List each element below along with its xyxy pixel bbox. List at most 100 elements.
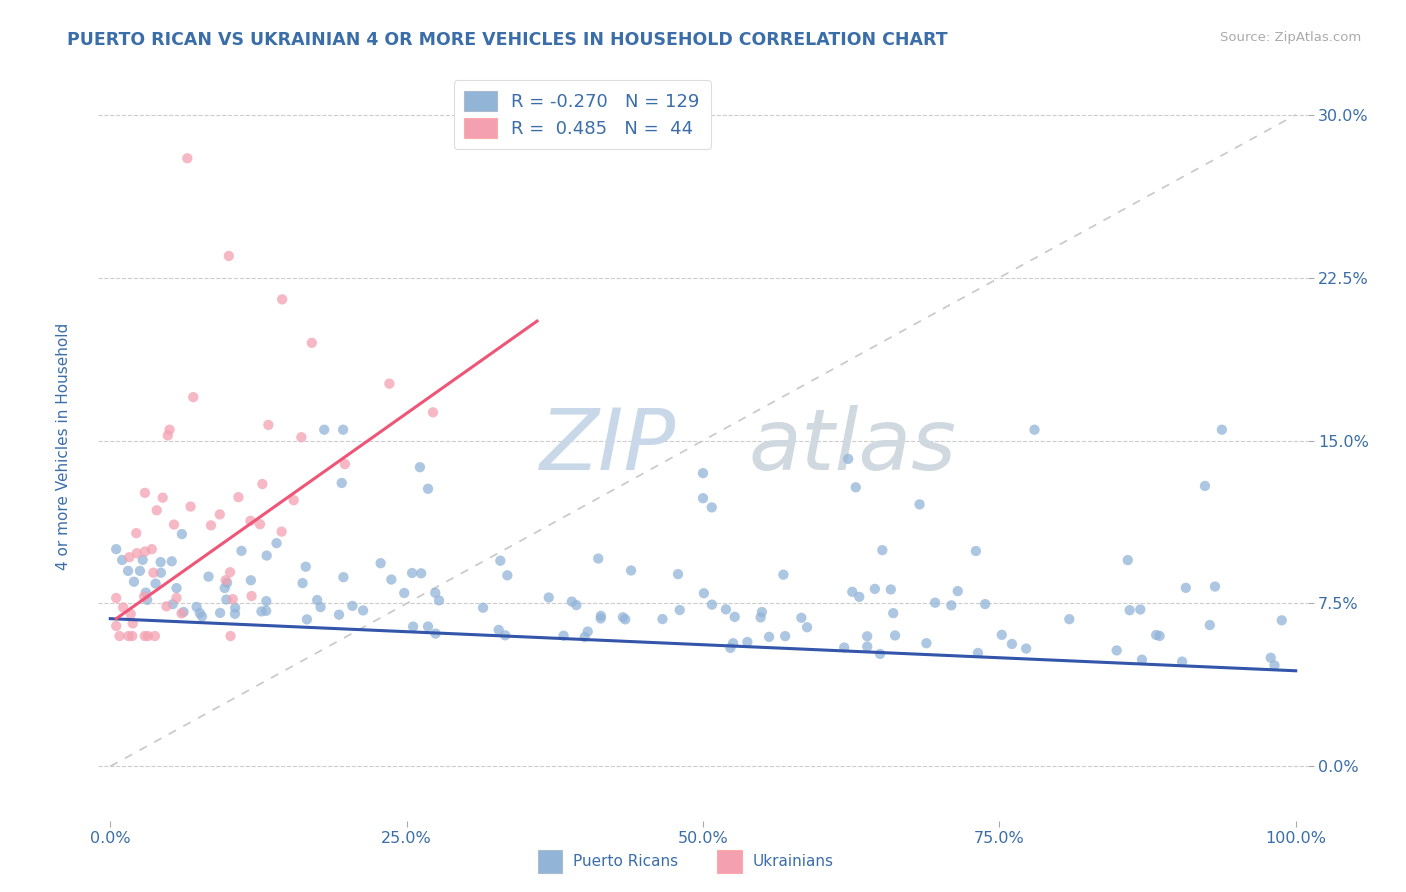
Point [472, 600, 495, 615]
Point [884, 628, 907, 642]
Text: 4 or more Vehicles in Household: 4 or more Vehicles in Household [56, 322, 70, 570]
Point [1105, 643, 1128, 657]
Point [330, 475, 353, 490]
Point [224, 607, 246, 621]
Point [135, 585, 157, 599]
Point [612, 610, 634, 624]
Point [209, 606, 232, 620]
Point [574, 630, 596, 644]
Point [256, 549, 278, 563]
Point [224, 600, 246, 615]
Point [333, 457, 356, 471]
Point [180, 500, 202, 514]
Point [1144, 628, 1167, 642]
Text: atlas: atlas [749, 404, 957, 488]
Point [700, 598, 723, 612]
Point [924, 596, 946, 610]
Point [257, 417, 280, 432]
Point [841, 584, 863, 599]
Point [125, 526, 148, 541]
Point [120, 607, 142, 621]
Point [714, 602, 737, 616]
Point [586, 551, 609, 566]
Point [332, 570, 354, 584]
Point [1263, 658, 1285, 673]
Point [228, 490, 250, 504]
Point [832, 640, 855, 655]
Point [576, 624, 599, 639]
Point [342, 599, 364, 613]
Point [1171, 655, 1194, 669]
Point [191, 609, 214, 624]
Point [117, 629, 139, 643]
Point [217, 575, 239, 590]
Point [328, 607, 350, 622]
Point [425, 626, 447, 640]
Point [880, 582, 903, 597]
Point [105, 619, 128, 633]
Point [872, 543, 894, 558]
Point [160, 554, 183, 568]
Point [496, 568, 519, 582]
Point [1015, 641, 1038, 656]
Point [121, 616, 143, 631]
Point [401, 566, 423, 580]
Point [589, 608, 612, 623]
Point [250, 604, 273, 618]
Point [218, 249, 240, 263]
Point [122, 574, 145, 589]
Point [589, 611, 612, 625]
Point [117, 564, 139, 578]
Point [700, 500, 723, 515]
Point [565, 598, 588, 612]
Point [132, 590, 155, 604]
Point [1130, 653, 1153, 667]
Point [105, 542, 128, 557]
Point [129, 564, 152, 578]
Point [134, 486, 156, 500]
Point [105, 591, 128, 605]
Point [301, 335, 323, 350]
Point [309, 600, 332, 615]
Point [118, 550, 141, 565]
Point [692, 466, 714, 480]
Point [271, 293, 294, 307]
Point [239, 514, 262, 528]
Point [749, 610, 772, 624]
Point [494, 628, 516, 642]
Text: Puerto Ricans: Puerto Ricans [574, 855, 678, 869]
Point [845, 480, 868, 494]
Point [143, 629, 166, 643]
Point [869, 647, 891, 661]
Point [693, 586, 716, 600]
Point [149, 555, 172, 569]
Point [214, 581, 236, 595]
Point [295, 612, 318, 626]
Point [215, 592, 238, 607]
Point [136, 592, 159, 607]
Point [1260, 650, 1282, 665]
Point [402, 619, 425, 633]
Point [166, 581, 188, 595]
Point [773, 629, 796, 643]
Point [882, 606, 904, 620]
Point [155, 599, 177, 614]
Point [294, 559, 316, 574]
Point [380, 573, 402, 587]
Point [219, 629, 242, 643]
Point [1211, 423, 1233, 437]
Point [136, 629, 159, 643]
Point [915, 636, 938, 650]
Point [1024, 423, 1046, 437]
Point [863, 582, 886, 596]
Point [131, 553, 153, 567]
Point [162, 597, 184, 611]
Point [1194, 479, 1216, 493]
Point [856, 640, 879, 654]
Point [108, 629, 131, 643]
Point [1001, 637, 1024, 651]
Point [270, 524, 292, 539]
Point [170, 607, 193, 621]
Text: Ukrainians: Ukrainians [752, 855, 834, 869]
Point [121, 629, 143, 643]
